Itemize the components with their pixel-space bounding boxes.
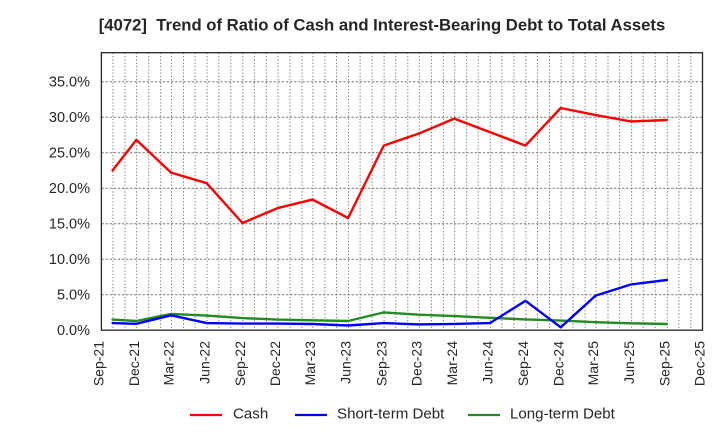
svg-text:10.0%: 10.0% [49, 252, 90, 268]
svg-text:Short-term Debt: Short-term Debt [337, 406, 445, 423]
svg-text:0.0%: 0.0% [57, 323, 90, 339]
svg-text:Dec-22: Dec-22 [267, 341, 283, 386]
svg-text:15.0%: 15.0% [49, 217, 90, 233]
svg-text:35.0%: 35.0% [49, 75, 90, 91]
svg-text:20.0%: 20.0% [49, 181, 90, 197]
svg-text:Dec-24: Dec-24 [550, 341, 566, 386]
svg-text:Long-term Debt: Long-term Debt [510, 406, 616, 423]
svg-text:Jun-23: Jun-23 [338, 341, 354, 384]
svg-text:Dec-21: Dec-21 [126, 341, 142, 386]
svg-text:Jun-25: Jun-25 [621, 341, 637, 384]
svg-text:Dec-25: Dec-25 [692, 341, 708, 386]
svg-text:Jun-24: Jun-24 [480, 341, 496, 384]
svg-text:[4072] Trend of Ratio of Cash: [4072] Trend of Ratio of Cash and Intere… [99, 16, 666, 35]
svg-text:Mar-22: Mar-22 [161, 341, 177, 386]
svg-text:25.0%: 25.0% [49, 146, 90, 162]
svg-text:Sep-22: Sep-22 [232, 341, 248, 386]
svg-text:30.0%: 30.0% [49, 110, 90, 126]
svg-text:Sep-24: Sep-24 [515, 341, 531, 386]
svg-text:Sep-21: Sep-21 [91, 341, 107, 386]
svg-text:Sep-23: Sep-23 [373, 341, 389, 386]
svg-text:Jun-22: Jun-22 [196, 341, 212, 384]
svg-text:Cash: Cash [233, 406, 268, 423]
svg-text:Mar-25: Mar-25 [585, 341, 601, 386]
svg-text:5.0%: 5.0% [57, 288, 90, 304]
svg-text:Mar-23: Mar-23 [302, 341, 318, 386]
svg-text:Dec-23: Dec-23 [409, 341, 425, 386]
svg-text:Sep-25: Sep-25 [657, 341, 673, 386]
svg-text:Mar-24: Mar-24 [444, 341, 460, 386]
